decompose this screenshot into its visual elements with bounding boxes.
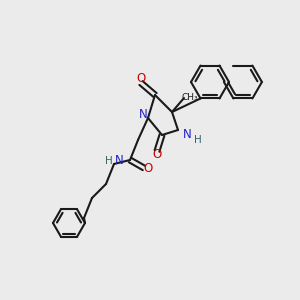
Text: H: H [105, 156, 113, 166]
Text: N: N [183, 128, 191, 142]
Text: N: N [139, 109, 147, 122]
Text: O: O [136, 73, 146, 85]
Text: O: O [152, 148, 162, 161]
Text: N: N [115, 154, 123, 167]
Text: H: H [194, 135, 202, 145]
Text: O: O [143, 163, 153, 176]
Text: CH₃: CH₃ [182, 94, 198, 103]
